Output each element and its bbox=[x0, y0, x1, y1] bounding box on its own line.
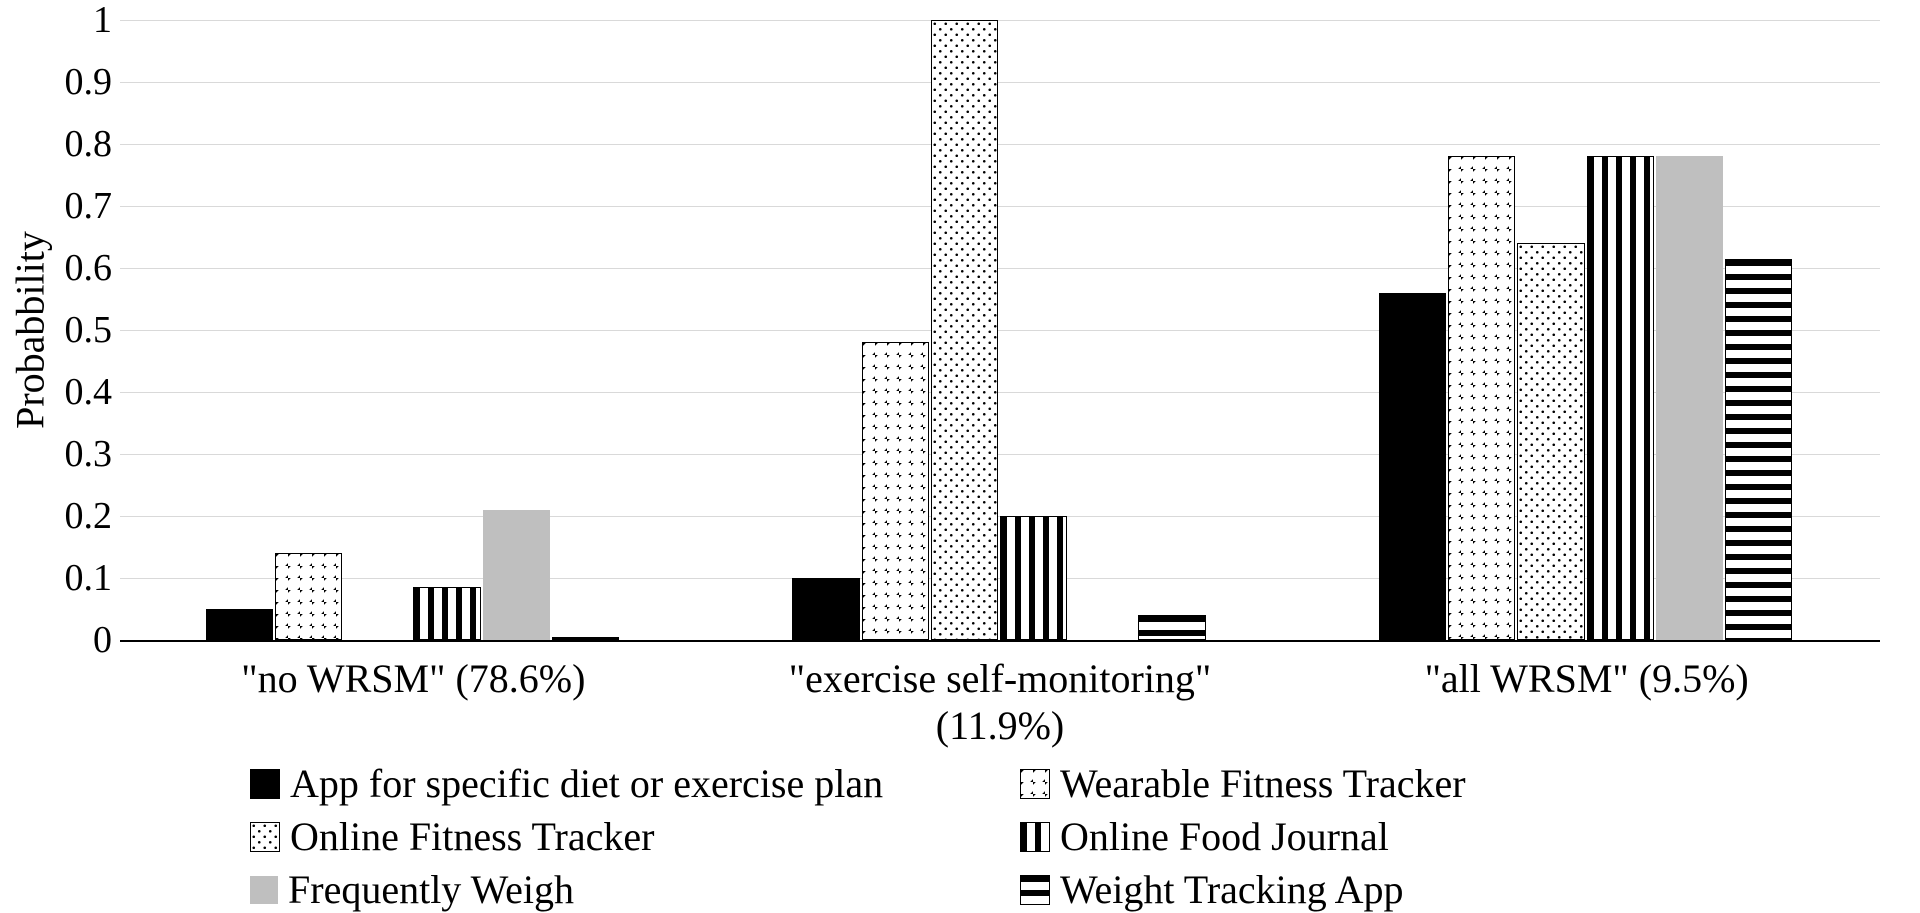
y-tick-label: 0 bbox=[12, 618, 112, 662]
x-category-label: (11.9%) bbox=[936, 702, 1064, 749]
x-category-label: "no WRSM" (78.6%) bbox=[241, 655, 585, 702]
legend-label: Frequently Weigh bbox=[288, 866, 574, 913]
legend-item: Frequently Weigh bbox=[250, 866, 980, 913]
bar bbox=[1138, 615, 1205, 640]
bar bbox=[931, 20, 998, 640]
plot-area bbox=[120, 20, 1880, 642]
x-category-label: "all WRSM" (9.5%) bbox=[1425, 655, 1749, 702]
legend-label: Online Fitness Tracker bbox=[290, 813, 654, 860]
bar bbox=[862, 342, 929, 640]
bar bbox=[1656, 156, 1723, 640]
y-tick-label: 1 bbox=[12, 0, 112, 42]
y-tick-label: 0.1 bbox=[12, 556, 112, 600]
bar bbox=[1379, 293, 1446, 640]
y-tick-label: 0.3 bbox=[12, 432, 112, 476]
bar bbox=[1000, 516, 1067, 640]
legend-swatch bbox=[1020, 769, 1050, 799]
legend-swatch bbox=[1020, 875, 1050, 905]
legend-item: App for specific diet or exercise plan bbox=[250, 760, 980, 807]
bar bbox=[275, 553, 342, 640]
bar bbox=[1517, 243, 1584, 640]
y-tick-label: 0.8 bbox=[12, 122, 112, 166]
legend-label: App for specific diet or exercise plan bbox=[290, 760, 883, 807]
y-tick-label: 0.4 bbox=[12, 370, 112, 414]
y-tick-label: 0.2 bbox=[12, 494, 112, 538]
bar bbox=[1587, 156, 1654, 640]
legend-swatch bbox=[1020, 822, 1050, 852]
x-category-label: "exercise self-monitoring" bbox=[789, 655, 1212, 702]
legend-swatch bbox=[250, 876, 278, 904]
legend-item: Online Food Journal bbox=[1020, 813, 1750, 860]
bar bbox=[552, 637, 619, 640]
bar bbox=[483, 510, 550, 640]
legend-item: Weight Tracking App bbox=[1020, 866, 1750, 913]
legend-label: Weight Tracking App bbox=[1060, 866, 1403, 913]
bar bbox=[1725, 259, 1792, 640]
bar bbox=[413, 587, 480, 640]
legend-label: Online Food Journal bbox=[1060, 813, 1389, 860]
legend-label: Wearable Fitness Tracker bbox=[1060, 760, 1466, 807]
legend-item: Online Fitness Tracker bbox=[250, 813, 980, 860]
legend-swatch bbox=[250, 822, 280, 852]
bar bbox=[206, 609, 273, 640]
y-tick-label: 0.7 bbox=[12, 184, 112, 228]
legend-item: Wearable Fitness Tracker bbox=[1020, 760, 1750, 807]
y-tick-label: 0.6 bbox=[12, 246, 112, 290]
bars-layer bbox=[120, 20, 1880, 640]
bar bbox=[792, 578, 859, 640]
bar bbox=[1448, 156, 1515, 640]
y-tick-label: 0.9 bbox=[12, 60, 112, 104]
legend: App for specific diet or exercise plan We… bbox=[250, 760, 1750, 913]
chart-container: Probabbility 00.10.20.30.40.50.60.70.80.… bbox=[0, 0, 1920, 899]
y-tick-label: 0.5 bbox=[12, 308, 112, 352]
legend-swatch bbox=[250, 769, 280, 799]
